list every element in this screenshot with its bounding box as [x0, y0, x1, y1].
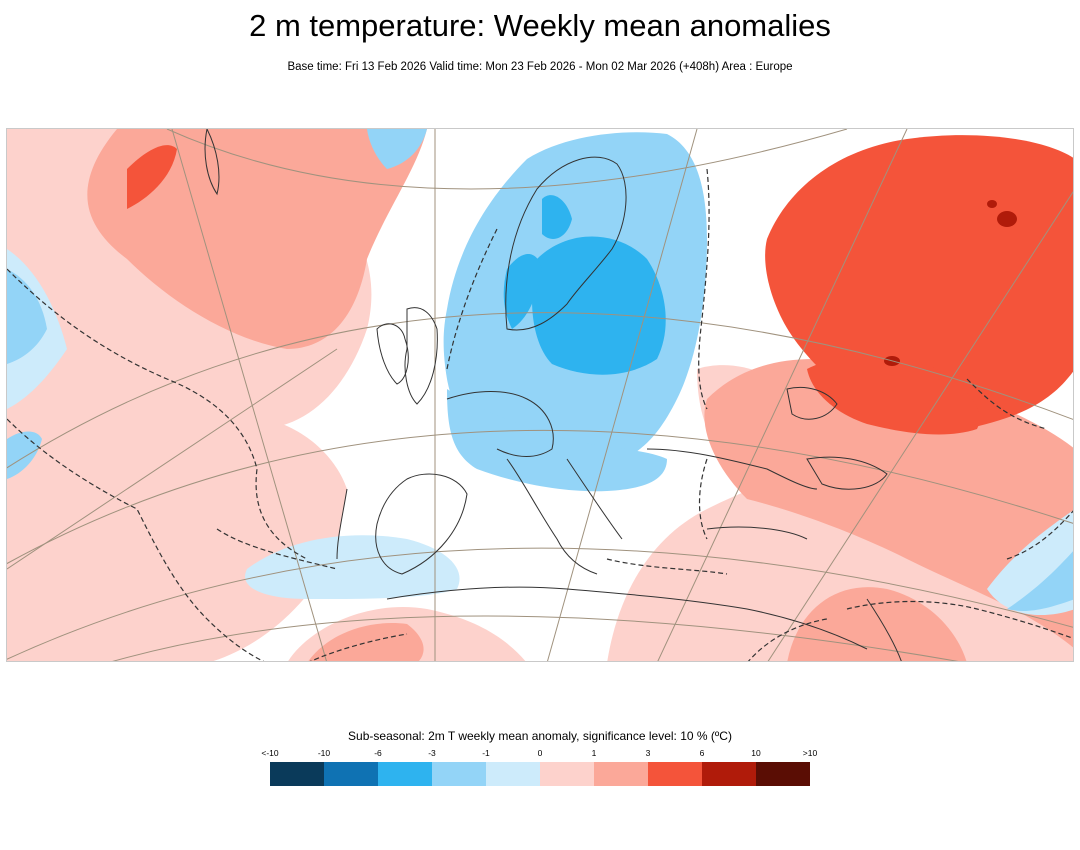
legend-swatch — [270, 762, 324, 786]
legend-tick: -3 — [428, 748, 436, 758]
coastlines — [204, 129, 902, 661]
graticule — [7, 129, 1073, 661]
legend-tick: 10 — [751, 748, 761, 758]
legend-tick: -10 — [317, 748, 331, 758]
legend-swatch — [378, 762, 432, 786]
legend-tick: 0 — [537, 748, 543, 758]
legend-swatch — [486, 762, 540, 786]
legend-swatch — [756, 762, 810, 786]
color-legend-bar — [270, 762, 810, 786]
legend-swatch — [702, 762, 756, 786]
legend-swatch — [648, 762, 702, 786]
legend-swatch — [594, 762, 648, 786]
legend-title: Sub-seasonal: 2m T weekly mean anomaly, … — [348, 729, 732, 743]
legend-tick: 1 — [591, 748, 597, 758]
legend-swatch — [432, 762, 486, 786]
legend-tick: <-10 — [261, 748, 279, 758]
anomaly-map — [6, 128, 1074, 662]
legend-tick: 3 — [645, 748, 651, 758]
anomaly-region-moderate-positive — [87, 129, 1073, 661]
map-subtitle: Base time: Fri 13 Feb 2026 Valid time: M… — [287, 61, 793, 73]
significance-contours — [7, 168, 1073, 661]
legend-swatch — [324, 762, 378, 786]
anomaly-region-strong-negative — [503, 195, 666, 375]
legend-tick: 6 — [699, 748, 705, 758]
legend-tick: -6 — [374, 748, 382, 758]
map-title: 2 m temperature: Weekly mean anomalies — [249, 8, 831, 43]
legend-tick-labels: <-10 -10 -6 -3 -1 0 1 3 6 10 >10 — [261, 748, 817, 760]
legend-tick: -1 — [482, 748, 490, 758]
anomaly-region-strong-positive — [127, 135, 1073, 435]
legend-tick: >10 — [802, 748, 818, 758]
legend-swatch — [540, 762, 594, 786]
